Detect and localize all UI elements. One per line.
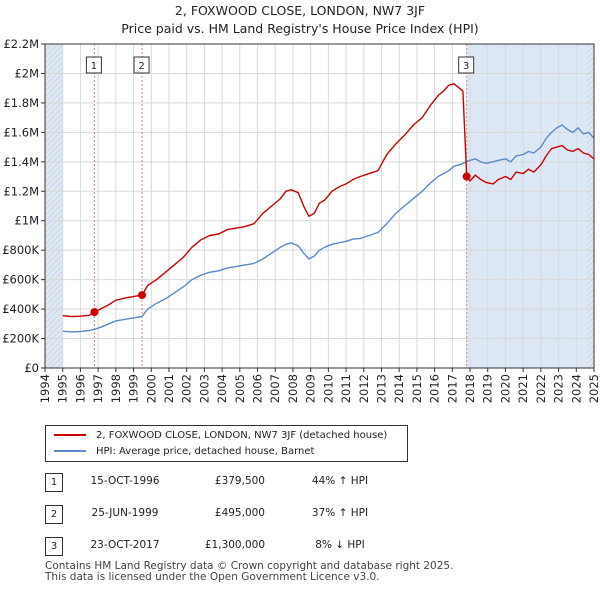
sale-price: £495,000 [214, 507, 265, 519]
sale-number-badge: 2 [45, 505, 63, 524]
x-tick-label: 2017 [445, 374, 459, 403]
sale-label-box [458, 56, 475, 74]
x-tick-label: 2005 [233, 374, 247, 403]
y-tick-label: £600K [2, 273, 39, 287]
x-tick-label: 2015 [410, 374, 424, 403]
hatched-region [586, 44, 594, 368]
sale-price: £379,500 [214, 475, 265, 487]
hpi-line [62, 124, 595, 333]
y-tick-label: £1.8M [3, 96, 39, 110]
legend-item-property: 2, FOXWOOD CLOSE, LONDON, NW7 3JF (detac… [54, 428, 387, 444]
x-tick-label: 2020 [498, 374, 512, 403]
x-tick-label: 2012 [357, 374, 371, 403]
chart-legend: 2, FOXWOOD CLOSE, LONDON, NW7 3JF (detac… [45, 425, 408, 462]
footer-attribution: Contains HM Land Registry data © Crown c… [45, 561, 453, 583]
footer-line-2: This data is licensed under the Open Gov… [45, 571, 380, 583]
y-tick-label: £1M [14, 214, 39, 228]
y-tick-label: £2.2M [3, 37, 39, 51]
x-tick-label: 2002 [180, 374, 194, 403]
x-tick-label: 2009 [304, 374, 318, 403]
table-row: 1 15-OCT-1996 £379,500 44% ↑ HPI [45, 473, 465, 493]
price-chart: 1 2 3 £0 £200K £400K £600K £800K £1M £1.2M £1.4M £… [2, 37, 600, 403]
table-row: 2 25-JUN-1999 £495,000 37% ↑ HPI [45, 505, 465, 525]
footer-line-1: Contains HM Land Registry data © Crown c… [45, 560, 454, 572]
y-tick-label: £800K [2, 243, 39, 257]
y-tick-label: £1.2M [3, 184, 39, 198]
chart-title: 2, FOXWOOD CLOSE, LONDON, NW7 3JF Price … [0, 2, 600, 38]
x-tick-label: 1998 [109, 374, 123, 403]
x-tick-label: 2016 [428, 374, 442, 403]
x-tick-label: 2003 [197, 374, 211, 403]
sale-date: 15-OCT-1996 [90, 475, 160, 487]
x-tick-label: 1997 [91, 374, 105, 403]
legend-item-hpi: HPI: Average price, detached house, Barn… [54, 444, 314, 460]
x-tick-label: 2004 [215, 374, 229, 403]
x-tick-label: 1996 [73, 374, 87, 403]
x-tick-label: 2018 [463, 374, 477, 403]
plot-frame [44, 43, 595, 369]
sale-hpi-comparison: 44% ↑ HPI [311, 475, 369, 487]
y-tick-label: £400K [2, 302, 39, 316]
sale-hpi-comparison: 37% ↑ HPI [311, 507, 369, 519]
y-tick-label: £1.4M [3, 155, 39, 169]
shaded-region [466, 44, 594, 368]
x-tick-label: 2006 [251, 374, 265, 403]
sale-label-text: 3 [463, 61, 469, 72]
title-line-2: Price paid vs. HM Land Registry's House … [121, 21, 479, 36]
table-row: 3 23-OCT-2017 £1,300,000 8% ↓ HPI [45, 537, 465, 557]
legend-swatch-hpi [54, 450, 86, 452]
x-tick-label: 2025 [587, 374, 600, 403]
sale-date: 25-JUN-1999 [91, 507, 159, 519]
x-tick-label: 2019 [481, 374, 495, 403]
x-tick-label: 2000 [144, 374, 158, 403]
sale-hpi-comparison: 8% ↓ HPI [315, 539, 365, 551]
legend-label-property: 2, FOXWOOD CLOSE, LONDON, NW7 3JF (detac… [96, 430, 388, 441]
x-tick-label: 2001 [162, 374, 176, 403]
sale-label-text: 1 [91, 61, 97, 72]
sale-number-badge: 1 [45, 473, 63, 492]
x-tick-label: 2014 [392, 374, 406, 403]
sale-label-box [85, 56, 102, 74]
x-tick-label: 1994 [38, 374, 52, 403]
x-tick-label: 1995 [56, 374, 70, 403]
legend-swatch-property [54, 434, 86, 436]
y-tick-label: £1.6M [3, 125, 39, 139]
y-tick-label: £0 [24, 361, 39, 375]
x-tick-label: 2010 [321, 374, 335, 403]
x-tick-label: 2023 [552, 374, 566, 403]
x-tick-label: 2008 [286, 374, 300, 403]
x-tick-label: 1999 [127, 374, 141, 403]
legend-label-hpi: HPI: Average price, detached house, Barn… [96, 446, 315, 457]
hatched-region [45, 44, 63, 368]
x-tick-label: 2011 [339, 374, 353, 403]
x-tick-label: 2024 [569, 374, 583, 403]
y-tick-label: £200K [2, 332, 39, 346]
sale-point [90, 308, 99, 317]
x-tick-label: 2022 [534, 374, 548, 403]
sale-number-badge: 3 [45, 537, 63, 556]
x-tick-label: 2013 [374, 374, 388, 403]
sale-point [138, 291, 147, 300]
y-tick-label: £2M [14, 66, 39, 80]
sale-point [462, 172, 471, 181]
sale-label-box [133, 56, 150, 74]
sale-label-text: 2 [138, 61, 144, 72]
x-tick-label: 2007 [268, 374, 282, 403]
x-tick-label: 2021 [516, 374, 530, 403]
sale-date: 23-OCT-2017 [90, 539, 160, 551]
property-price-line [62, 83, 595, 318]
sale-price: £1,300,000 [204, 539, 265, 551]
title-line-1: 2, FOXWOOD CLOSE, LONDON, NW7 3JF [174, 3, 426, 18]
